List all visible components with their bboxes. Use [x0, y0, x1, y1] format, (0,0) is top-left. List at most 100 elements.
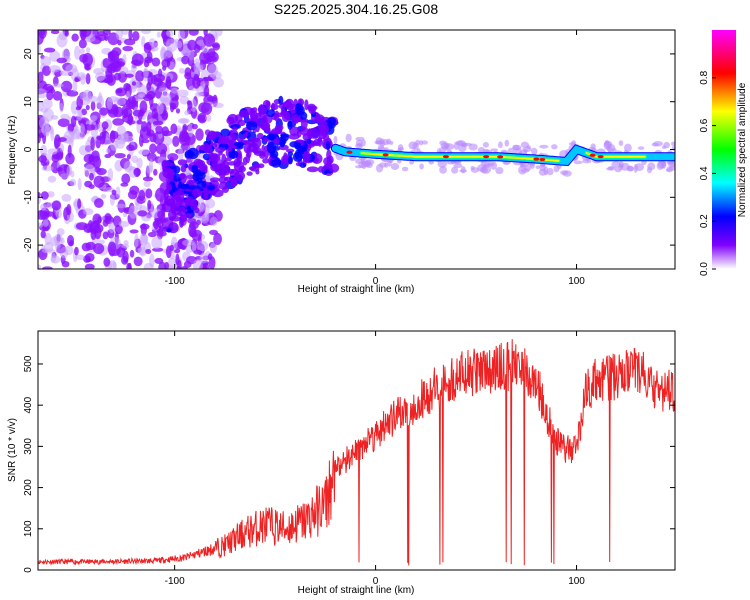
spectrogram-ytick-label: 10	[23, 96, 34, 108]
spectrogram-cloud-blob	[187, 185, 198, 190]
spectrogram-noise-blob	[107, 51, 114, 58]
spectrogram-noise-blob	[126, 153, 131, 160]
spectrogram-cloud-blob	[300, 118, 308, 130]
spectrogram-peak	[442, 155, 449, 159]
spectrogram-noise-blob	[139, 100, 148, 114]
spectrogram-noise-blob	[203, 33, 215, 47]
spectrogram-cloud-blob	[230, 180, 238, 187]
spectrogram-cloud-blob	[289, 141, 300, 148]
spectrogram-cloud-blob	[179, 173, 186, 179]
spectrogram-noise-blob	[136, 157, 143, 169]
spectrogram-noise-blob	[92, 155, 102, 169]
spectrogram-noise-blob	[75, 254, 85, 261]
spectrogram-noise-blob	[88, 184, 95, 190]
snr-xtick-label: 100	[568, 576, 585, 587]
spectrogram-noise-blob	[90, 136, 95, 151]
spectrogram-spread-blob	[539, 144, 549, 149]
spectrogram-cloud-blob	[220, 128, 231, 137]
spectrogram-noise-blob	[207, 63, 218, 78]
spectrogram-cloud-blob	[226, 116, 235, 125]
spectrogram-noise-blob	[145, 249, 152, 255]
spectrogram-noise-blob	[177, 30, 185, 41]
spectrogram-xtick-label: -100	[165, 276, 185, 287]
spectrogram-spread-blob	[666, 166, 673, 173]
spectrogram-noise-blob	[85, 73, 91, 85]
spectrogram-noise-blob	[112, 106, 124, 118]
spectrogram-cloud-blob	[307, 127, 320, 139]
spectrogram-noise-blob	[167, 257, 177, 269]
spectrogram-cloud-blob	[261, 122, 270, 132]
spectrogram-noise-blob	[129, 229, 139, 234]
spectrogram-cloud-blob	[245, 120, 258, 131]
spectrogram-noise-blob	[82, 208, 94, 215]
spectrogram-spread-blob	[671, 141, 675, 146]
spectrogram-noise-blob	[66, 204, 72, 216]
spectrogram-cloud-blob	[287, 120, 293, 130]
spectrogram-noise-blob	[193, 73, 199, 82]
spectrogram-noise-blob	[155, 143, 168, 155]
spectrogram-spread-blob	[390, 163, 400, 171]
spectrogram-noise-blob	[155, 187, 166, 202]
spectrogram-noise-blob	[137, 84, 147, 98]
spectrogram-noise-blob	[151, 236, 163, 250]
spectrogram-noise-blob	[170, 123, 178, 135]
spectrogram-peak	[346, 150, 353, 154]
spectrogram-noise-blob	[96, 34, 107, 42]
spectrogram-spread-blob	[408, 141, 418, 150]
spectrogram-noise-blob	[212, 42, 221, 51]
spectrogram-spread-blob	[441, 145, 449, 150]
spectrogram-noise-blob	[133, 256, 143, 267]
spectrogram-noise-blob	[82, 52, 93, 67]
spectrogram-noise-blob	[56, 57, 67, 64]
spectrogram-noise-blob	[191, 123, 198, 130]
spectrogram-noise-blob	[176, 89, 189, 98]
spectrogram-spread-blob	[663, 141, 670, 149]
spectrogram-noise-blob	[209, 216, 218, 227]
spectrogram-noise-blob	[184, 110, 190, 116]
spectrogram-peak	[382, 153, 389, 157]
spectrogram-spread-blob	[546, 167, 554, 176]
spectrogram-noise-blob	[153, 220, 159, 230]
spectrogram-noise-blob	[90, 115, 98, 122]
spectrogram-cloud-blob	[215, 147, 225, 153]
spectrogram-noise-blob	[123, 207, 131, 213]
spectrogram-noise-blob	[199, 252, 208, 264]
spectrogram-noise-blob	[109, 193, 115, 206]
spectrogram-noise-blob	[40, 230, 46, 239]
spectrogram-noise-blob	[115, 186, 121, 199]
spectrogram-noise-blob	[85, 104, 90, 111]
spectrogram-noise-blob	[126, 144, 135, 151]
spectrogram-spread-blob	[480, 166, 488, 174]
spectrogram-noise-blob	[70, 100, 79, 115]
spectrogram-peak	[533, 157, 540, 161]
spectrogram-cloud-blob	[306, 138, 312, 144]
spectrogram-noise-blob	[182, 239, 195, 247]
spectrogram-noise-blob	[59, 143, 65, 153]
spectrogram-cloud-blob	[231, 126, 238, 132]
snr-ytick-label: 400	[23, 396, 34, 413]
spectrogram-noise-blob	[172, 135, 180, 147]
snr-series-line	[38, 339, 675, 566]
spectrogram-noise-blob	[122, 107, 133, 117]
snr-panel: -100 0 100 0 100 200 300 400 500 Height of strai…	[7, 330, 676, 596]
spectrogram-spread-blob	[614, 168, 622, 173]
spectrogram-noise-blob	[46, 86, 55, 91]
spectrogram-cloud-blob	[165, 198, 176, 205]
spectrogram-noise-blob	[75, 222, 88, 231]
spectrogram-spread-blob	[504, 139, 510, 147]
spectrogram-noise-blob	[147, 72, 154, 87]
spectrogram-noise-blob	[38, 100, 44, 112]
spectrogram-ytick-label: -20	[23, 237, 34, 252]
spectrogram-noise-blob	[108, 221, 115, 234]
spectrogram-noise-blob	[169, 97, 179, 110]
snr-ytick-label: 200	[23, 479, 34, 496]
spectrogram-noise-blob	[112, 261, 117, 268]
spectrogram-noise-blob	[60, 113, 70, 120]
spectrogram-noise-blob	[67, 123, 75, 133]
snr-ytick-label: 0	[23, 567, 34, 573]
spectrogram-spread-blob	[611, 148, 617, 152]
spectrogram-cloud-blob	[282, 101, 293, 108]
spectrogram-spread-blob	[419, 140, 424, 146]
spectrogram-spread-blob	[482, 142, 490, 148]
spectrogram-cloud-blob	[193, 203, 198, 211]
